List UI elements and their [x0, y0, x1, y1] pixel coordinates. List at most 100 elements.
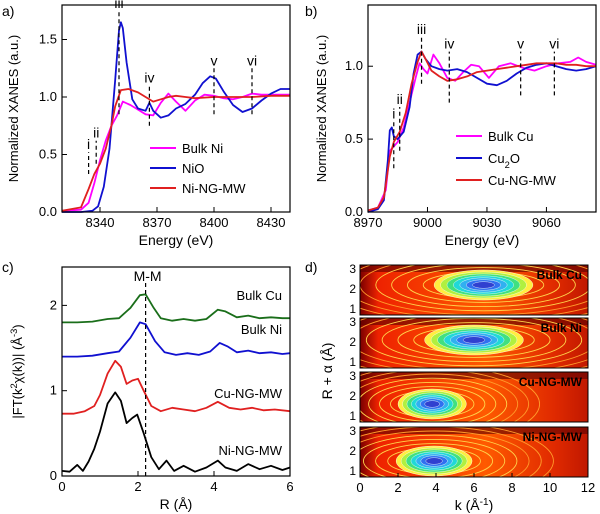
- marker-label-iv: iv: [144, 70, 154, 86]
- marker-label-iv: iv: [444, 36, 454, 52]
- panel-a-xanes-ni: 8340 8370 8400 8430 0.0 0.5 1.0 1.5 Energy (eV) N…: [6, 0, 291, 248]
- marker-label-vi: vi: [549, 36, 559, 52]
- row-y-tick-label: 1: [349, 355, 356, 369]
- y-axis-label: Normalized XANES (a.u.): [314, 35, 329, 182]
- series-label: Bulk Ni: [241, 322, 282, 337]
- x-axis-label: Energy (eV): [139, 232, 214, 248]
- panel-c-ft-exafs: 0 2 4 6 0 1 2 R (Å) |FT(k2χ(k))| (Å-3) M-M Bulk Cu…: [9, 266, 294, 512]
- y-tick-label: 0.5: [345, 131, 363, 146]
- x-tick-label: 2: [394, 480, 401, 495]
- series-label: Ni-NG-MW: [218, 443, 282, 458]
- y-tick-label: 0.0: [345, 204, 363, 219]
- marker-label-v: v: [211, 52, 218, 68]
- contour-outer: [360, 372, 541, 422]
- heatmap-row-label: Bulk Cu: [537, 268, 582, 282]
- x-tick-label: 8: [508, 480, 515, 495]
- contour-outer: [406, 267, 561, 303]
- y-tick-label: 2: [50, 297, 57, 312]
- x-axis-label: k (Å-1): [455, 497, 494, 514]
- y-tick-label: 0.0: [39, 204, 57, 219]
- row-y-tick-label: 2: [349, 282, 356, 296]
- x-tick-label: 6: [470, 480, 477, 495]
- x-tick-label: 8970: [354, 215, 383, 230]
- heatmap-row-frame: [359, 264, 589, 316]
- panel-label-c: c): [2, 259, 14, 275]
- series-label: Cu-NG-MW: [214, 386, 283, 401]
- x-tick-label: 6: [286, 479, 293, 494]
- row-y-tick-label: 2: [349, 389, 356, 403]
- heatmap-row-frame: [359, 371, 589, 423]
- series-line-ni-ng-mw: [61, 391, 291, 473]
- contour-outer: [375, 443, 494, 477]
- panel-b-xanes-cu: 8970 9000 9030 9060 0.0 0.5 1.0 Energy (eV) Norm…: [314, 4, 597, 248]
- contour-core: [472, 281, 495, 289]
- heatmap-row-label: Bulk Ni: [541, 321, 582, 335]
- series-line-bulk-cu: [62, 293, 290, 324]
- contour-core: [462, 336, 486, 344]
- y-axis-label: |FT(k2χ(k))| (Å-3): [9, 324, 25, 418]
- contour-outer: [360, 434, 518, 477]
- row-y-tick-label: 3: [349, 315, 356, 329]
- x-tick-label: 9060: [532, 215, 561, 230]
- contour-outer: [365, 318, 583, 367]
- marker-label-ii: ii: [397, 91, 403, 107]
- plot-frame: [367, 4, 597, 213]
- contour-outer: [397, 322, 551, 358]
- marker-label-i: i: [87, 136, 90, 152]
- contour-core: [425, 457, 443, 465]
- series-label: Bulk Cu: [236, 288, 282, 303]
- marker-label-vi: vi: [247, 52, 257, 68]
- contour-core: [424, 400, 440, 408]
- contour-outer: [362, 438, 506, 477]
- plot-frame: [61, 266, 291, 477]
- y-tick-label: 0: [50, 468, 57, 483]
- heatmap-row-label: Cu-NG-MW: [519, 375, 583, 389]
- legend-entry: Cu2O: [488, 151, 520, 170]
- contour-outer: [360, 427, 554, 477]
- x-tick-label: 4: [432, 480, 439, 495]
- marker-label-v: v: [517, 36, 524, 52]
- row-y-tick-label: 1: [349, 302, 356, 316]
- y-tick-label: 1.5: [39, 32, 57, 47]
- heatmap-upper-band: [360, 372, 588, 379]
- contour-outer: [375, 265, 588, 312]
- heatmap-row-bulk-ni: [360, 318, 588, 368]
- heatmap-upper-band: [360, 318, 588, 325]
- row-y-tick-label: 3: [349, 369, 356, 383]
- heatmap-row-label: Ni-NG-MW: [523, 430, 583, 444]
- panel-label-d: d): [305, 259, 317, 275]
- x-tick-label: 8370: [143, 215, 172, 230]
- x-tick-label: 4: [210, 479, 217, 494]
- panel-label-b: b): [305, 3, 317, 19]
- heatmap-upper-band: [360, 265, 588, 272]
- y-tick-label: 1.0: [39, 89, 57, 104]
- legend-entry: Bulk Ni: [182, 141, 223, 156]
- legend-entry: Ni-NG-MW: [182, 181, 246, 196]
- x-tick-label: 0: [58, 479, 65, 494]
- marker-label-iii: iii: [114, 0, 123, 11]
- legend-entry: Bulk Cu: [488, 129, 534, 144]
- y-tick-label: 1.0: [345, 58, 363, 73]
- y-axis-label: Normalized XANES (a.u.): [6, 35, 21, 182]
- m-m-label: M-M: [134, 268, 162, 284]
- y-tick-label: 1: [50, 383, 57, 398]
- marker-label-i: i: [392, 106, 395, 122]
- series-line-cu-ng-mw: [62, 359, 291, 415]
- series-line-bulk-ni: [62, 321, 291, 358]
- heatmap-background: [360, 372, 588, 422]
- row-y-tick-label: 1: [349, 409, 356, 423]
- x-tick-label: 9030: [472, 215, 501, 230]
- x-tick-label: 0: [356, 480, 363, 495]
- contour-outer: [360, 372, 530, 422]
- marker-label-iii: iii: [417, 21, 426, 37]
- contour-outer: [360, 427, 542, 477]
- row-y-tick-label: 1: [349, 464, 356, 478]
- x-tick-label: 8340: [86, 215, 115, 230]
- contour-outer: [391, 265, 576, 308]
- legend-entry: NiO: [182, 161, 204, 176]
- heatmap-upper-band: [360, 427, 588, 434]
- heatmap-row-ni-ng-mw: [360, 427, 588, 477]
- series-line-bulk-ni: [61, 92, 290, 212]
